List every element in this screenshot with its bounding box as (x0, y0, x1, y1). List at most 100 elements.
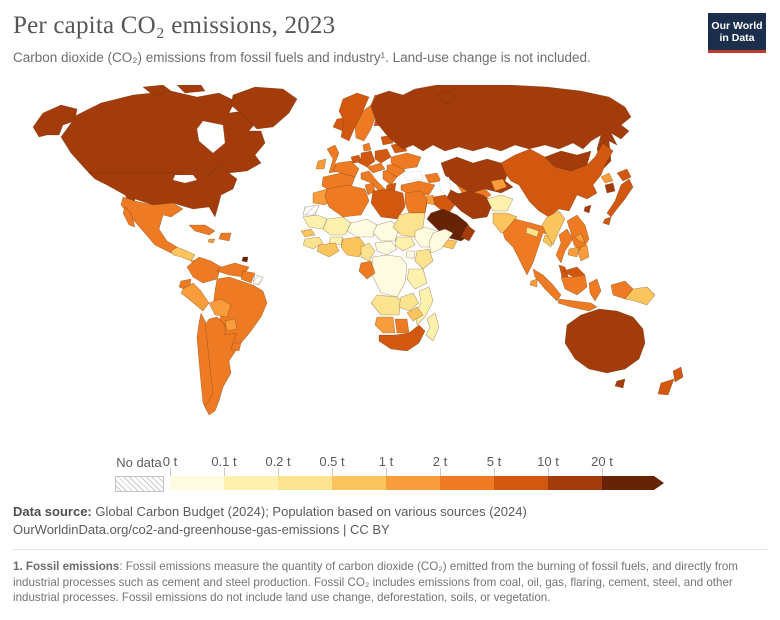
region-philippines-south[interactable] (577, 244, 590, 262)
region-australia[interactable] (564, 308, 646, 374)
region-drc[interactable] (370, 254, 408, 298)
owid-logo[interactable]: Our World in Data (708, 13, 766, 53)
region-guyana-suriname[interactable] (240, 270, 256, 284)
region-trinidad[interactable] (241, 256, 249, 263)
region-nz-south[interactable] (657, 378, 675, 396)
region-thailand[interactable] (555, 228, 574, 264)
region-namibia[interactable] (374, 316, 396, 334)
region-philippines-luzon[interactable] (574, 232, 586, 244)
region-south-sudan[interactable] (394, 236, 416, 252)
region-mexico[interactable] (120, 196, 184, 254)
region-oman[interactable] (460, 224, 476, 242)
region-caucasus[interactable] (424, 172, 442, 184)
region-botswana[interactable] (394, 318, 410, 334)
legend-color-bar[interactable] (170, 476, 664, 490)
region-kyrgyzstan[interactable] (490, 178, 508, 192)
legend-swatch-b7[interactable] (548, 476, 602, 490)
region-south-korea[interactable] (604, 182, 616, 194)
region-turkey[interactable] (400, 180, 436, 197)
region-french-guiana[interactable] (252, 274, 264, 286)
region-novaya-zemlya[interactable] (436, 90, 458, 104)
region-sulawesi[interactable] (588, 278, 602, 302)
region-algeria[interactable] (324, 184, 370, 218)
legend-swatch-b6[interactable] (494, 476, 548, 490)
region-mongolia[interactable] (544, 150, 592, 172)
region-nz-north[interactable] (672, 366, 684, 383)
region-argentina[interactable] (204, 316, 238, 416)
region-zimbabwe[interactable] (406, 306, 424, 322)
region-iraq[interactable] (432, 194, 456, 216)
region-tasmania[interactable] (614, 378, 626, 389)
region-western-sahara[interactable] (302, 204, 320, 216)
region-sri-lanka[interactable] (529, 278, 538, 288)
region-guinea[interactable] (302, 236, 324, 250)
region-egypt[interactable] (404, 190, 428, 214)
region-peru[interactable] (180, 282, 210, 312)
region-gabon-congo[interactable] (358, 260, 376, 280)
region-sumatra[interactable] (532, 268, 562, 302)
region-germany[interactable] (358, 150, 376, 168)
region-somalia[interactable] (428, 228, 454, 254)
region-tanzania[interactable] (406, 268, 428, 290)
legend-swatch-b5[interactable] (440, 476, 494, 490)
region-ivory-ghana[interactable] (316, 242, 340, 258)
region-greenland[interactable] (230, 86, 298, 130)
region-japan-kyushu[interactable] (602, 216, 612, 226)
region-ireland[interactable] (315, 158, 327, 170)
region-poland[interactable] (374, 148, 392, 164)
legend-swatch-b4[interactable] (386, 476, 440, 490)
region-canada-arctic-2[interactable] (176, 85, 206, 94)
region-south-africa[interactable] (378, 324, 426, 352)
region-car[interactable] (374, 240, 398, 256)
legend-swatch-b1[interactable] (224, 476, 278, 490)
region-angola[interactable] (370, 294, 402, 316)
region-japan-hokkaido[interactable] (616, 168, 632, 182)
region-kalimantan[interactable] (560, 274, 588, 296)
region-senegal[interactable] (300, 228, 316, 238)
legend-swatch-b0[interactable] (170, 476, 224, 490)
region-norway[interactable] (338, 92, 370, 142)
region-cuba[interactable] (188, 224, 216, 236)
region-java[interactable] (557, 298, 598, 312)
legend-swatch-b8-arrow[interactable] (602, 476, 664, 490)
region-taiwan[interactable] (583, 204, 592, 214)
region-mauritania[interactable] (302, 214, 328, 230)
region-png[interactable] (624, 286, 656, 306)
region-usa-alaska[interactable] (32, 104, 78, 138)
region-north-korea[interactable] (600, 172, 614, 184)
region-paraguay[interactable] (224, 318, 238, 332)
region-denmark[interactable] (362, 142, 372, 152)
region-madagascar[interactable] (425, 312, 440, 342)
region-myanmar[interactable] (541, 210, 566, 246)
region-central-america-north[interactable] (170, 246, 196, 262)
region-japan-honshu[interactable] (606, 178, 634, 218)
region-mexico-baja[interactable] (122, 206, 136, 228)
region-nigeria[interactable] (340, 236, 366, 258)
region-colombia[interactable] (186, 256, 222, 284)
region-afghanistan[interactable] (486, 194, 514, 212)
legend-swatch-b2[interactable] (278, 476, 332, 490)
region-mali[interactable] (322, 216, 352, 236)
data-source-line2[interactable]: OurWorldinData.org/co2-and-greenhouse-ga… (13, 522, 390, 537)
legend-no-data-swatch[interactable] (115, 476, 164, 492)
region-libya[interactable] (370, 188, 406, 220)
region-zambia[interactable] (398, 292, 420, 312)
region-nepal[interactable] (525, 226, 540, 238)
region-burkina-faso[interactable] (328, 236, 344, 246)
world-choropleth-map[interactable] (25, 85, 755, 455)
region-india[interactable] (502, 218, 552, 276)
region-canada-arctic-1[interactable] (142, 85, 172, 96)
region-uruguay[interactable] (230, 342, 242, 352)
legend-swatch-b3[interactable] (332, 476, 386, 490)
region-jamaica[interactable] (207, 238, 216, 244)
region-chad[interactable] (372, 220, 400, 242)
region-kenya[interactable] (414, 248, 434, 270)
region-bolivia[interactable] (208, 298, 232, 318)
region-czech-austria[interactable] (366, 162, 386, 174)
region-niger[interactable] (346, 218, 378, 238)
region-russia[interactable] (370, 85, 632, 170)
region-cambodia[interactable] (567, 246, 580, 258)
region-iran[interactable] (452, 190, 494, 220)
region-cameroon[interactable] (360, 242, 376, 262)
region-uganda[interactable] (405, 250, 416, 260)
